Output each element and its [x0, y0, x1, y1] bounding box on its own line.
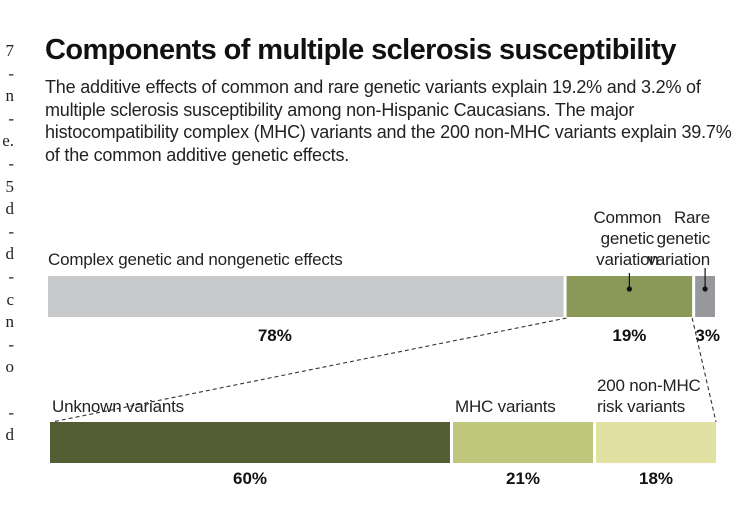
value-label-bottom-1: 60%	[233, 469, 267, 488]
margin-fragment: -	[8, 334, 14, 354]
expansion-line-left	[51, 317, 567, 423]
category-label-complex: Complex genetic and nongenetic effects	[48, 250, 343, 269]
value-label-top-1: 78%	[258, 326, 292, 345]
category-label-mhc: MHC variants	[455, 397, 556, 416]
value-label-bottom-2: 21%	[506, 469, 540, 488]
margin-fragment: d	[5, 199, 15, 219]
cropped-column-fragments: 7- n - e. -5 d - d - c n - o -d	[0, 40, 14, 447]
value-label-top-3: 3%	[695, 326, 720, 345]
chart-title: Components of multiple sclerosis suscept…	[45, 34, 676, 66]
margin-fragment: -	[8, 266, 14, 286]
margin-fragment: 5	[5, 176, 15, 196]
margin-fragment: -	[8, 63, 14, 83]
bar-segment-bottom-3	[596, 422, 716, 463]
bar-segment-top-1	[48, 276, 564, 317]
category-label-non-mhc: risk variants	[597, 397, 685, 416]
margin-fragment: d	[5, 244, 15, 264]
margin-fragment: c	[6, 289, 14, 309]
leader-dot-common	[626, 286, 632, 292]
margin-fragment: -	[8, 402, 14, 422]
category-label-common: genetic	[601, 229, 655, 248]
leader-dot-rare	[702, 286, 708, 292]
category-label-unknown: Unknown variants	[52, 397, 184, 416]
category-label-common: Common	[593, 208, 661, 227]
category-label-rare: genetic	[657, 229, 711, 248]
category-label-rare: variation	[648, 250, 710, 269]
bar-segment-top-3	[695, 276, 715, 317]
category-label-common: variation	[596, 250, 658, 269]
margin-fragment: d	[5, 425, 15, 445]
value-label-bottom-3: 18%	[639, 469, 673, 488]
margin-fragment: n	[5, 86, 15, 106]
expansion-line-right	[691, 317, 717, 423]
margin-fragment: -	[8, 221, 14, 241]
margin-fragment: o	[5, 357, 15, 377]
value-label-top-2: 19%	[612, 326, 646, 345]
margin-fragment: -	[8, 153, 14, 173]
margin-fragment: n	[5, 312, 15, 332]
margin-fragment: e.	[2, 131, 14, 151]
bar-segment-bottom-1	[50, 422, 450, 463]
bar-segment-bottom-2	[453, 422, 593, 463]
margin-fragment: -	[8, 108, 14, 128]
chart-subtitle: The additive effects of common and rare …	[45, 77, 732, 165]
category-label-non-mhc: 200 non-MHC	[597, 376, 701, 395]
category-label-rare: Rare	[674, 208, 710, 227]
margin-fragment: 7	[5, 41, 15, 60]
